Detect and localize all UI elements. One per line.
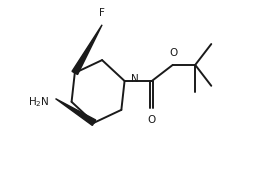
Text: O: O <box>169 48 178 59</box>
Text: O: O <box>147 115 155 125</box>
Polygon shape <box>72 25 102 75</box>
Text: H$_2$N: H$_2$N <box>28 95 49 109</box>
Text: F: F <box>99 8 105 18</box>
Text: N: N <box>131 74 139 83</box>
Polygon shape <box>56 99 96 125</box>
